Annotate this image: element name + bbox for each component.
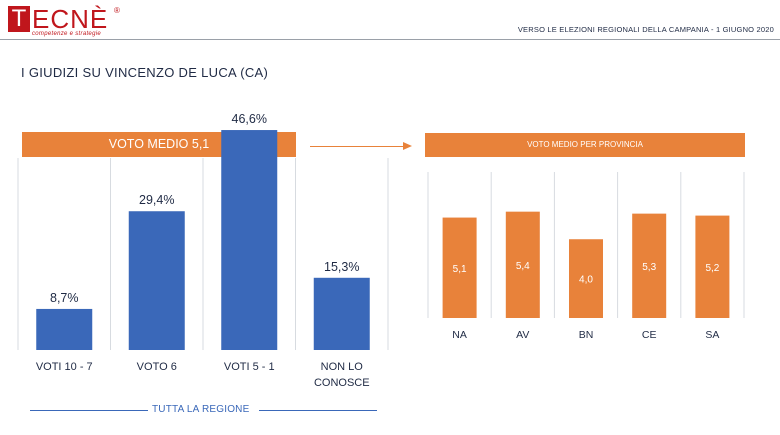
bar-1 bbox=[36, 308, 93, 350]
logo-initial: T bbox=[8, 6, 30, 32]
province-value-label: 4,0 bbox=[579, 275, 593, 286]
bar-value-label: 15,3% bbox=[324, 260, 359, 274]
bar-3 bbox=[221, 130, 278, 350]
arrow-right-icon bbox=[403, 142, 412, 150]
footer-line-right bbox=[259, 410, 377, 411]
header-subtitle: VERSO LE ELEZIONI REGIONALI DELLA CAMPAN… bbox=[517, 25, 774, 34]
footer-line-left bbox=[30, 410, 148, 411]
province-label: AV bbox=[516, 329, 529, 341]
province-bar-bn bbox=[569, 239, 603, 318]
bar-4 bbox=[313, 277, 370, 350]
province-label: SA bbox=[705, 329, 719, 341]
logo-tagline: competenze e strategie bbox=[32, 31, 101, 37]
arrow-line bbox=[310, 146, 405, 147]
province-bar-sa bbox=[695, 215, 730, 318]
province-value-label: 5,2 bbox=[705, 263, 719, 274]
province-average-banner: VOTO MEDIO PER PROVINCIA bbox=[425, 133, 745, 157]
category-label: VOTI 10 - 7 bbox=[36, 361, 93, 373]
bar-value-label: 29,4% bbox=[139, 193, 174, 207]
category-label: VOTO 6 bbox=[137, 361, 177, 373]
province-value-label: 5,3 bbox=[642, 262, 656, 273]
header-divider bbox=[0, 39, 780, 40]
province-bar-na bbox=[442, 217, 477, 318]
logo-wordmark: ECNÈ bbox=[32, 4, 109, 34]
province-label: CE bbox=[642, 329, 657, 341]
province-bar-av bbox=[505, 211, 540, 318]
tecne-logo: T ECNÈ ® competenze e strategie bbox=[8, 4, 138, 40]
page-title: I GIUDIZI SU VINCENZO DE LUCA (CA) bbox=[21, 65, 269, 80]
province-value-label: 5,1 bbox=[453, 264, 467, 275]
province-label: NA bbox=[452, 329, 467, 341]
province-label: BN bbox=[579, 329, 594, 341]
bar-value-label: 46,6% bbox=[232, 112, 267, 126]
category-label: CONOSCE bbox=[314, 377, 370, 389]
footer-label: TUTTA LA REGIONE bbox=[152, 404, 250, 415]
logo-registered-mark: ® bbox=[114, 6, 120, 15]
province-bar-ce bbox=[632, 213, 667, 318]
bar-2 bbox=[128, 211, 185, 350]
province-value-label: 5,4 bbox=[516, 261, 530, 272]
category-label: VOTI 5 - 1 bbox=[224, 361, 275, 373]
category-label: NON LO bbox=[321, 361, 364, 373]
bar-value-label: 8,7% bbox=[50, 291, 79, 305]
